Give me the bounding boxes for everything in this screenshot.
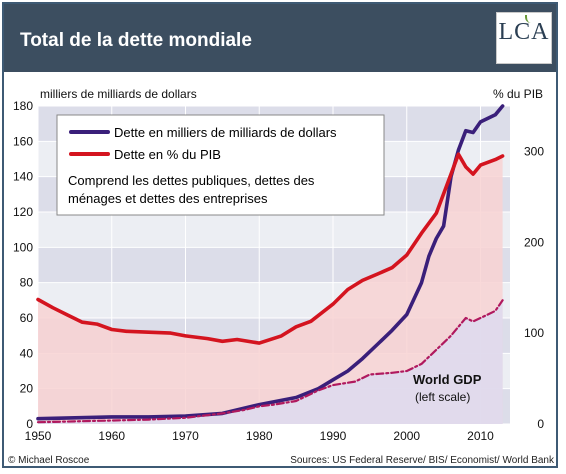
y-left-tick-label: 100 [13, 240, 33, 254]
series-line-dette-en-milliers-de-milliards-de-dollars [36, 104, 505, 421]
legend-label: Dette en milliers de milliards de dollar… [114, 125, 337, 140]
x-tick-label: 1960 [98, 429, 125, 443]
y-right-tick-label: 0 [537, 417, 544, 431]
x-tick-label: 1970 [172, 429, 199, 443]
logo-text: LCA [498, 19, 550, 45]
legend-note: ménages et dettes des entreprises [68, 191, 268, 206]
annotation-left-scale: (left scale) [415, 390, 470, 404]
area-fill-dette-en-du-pib [38, 154, 503, 424]
legend-label: Dette en % du PIB [114, 147, 221, 162]
area-fill-world-gdp [38, 300, 503, 424]
y-left-tick-label: 80 [20, 276, 34, 290]
y-right-tick-label: 300 [524, 144, 544, 158]
y-left-tick-label: 60 [20, 311, 34, 325]
header-bar: Total de la dette mondiale LCA [4, 4, 556, 72]
y-right-tick-label: 100 [524, 326, 544, 340]
left-axis-label: milliers de milliards de dollars [40, 87, 197, 101]
series-line-world-gdp [36, 299, 504, 424]
y-left-tick-label: 0 [26, 417, 33, 431]
y-left-tick-label: 180 [13, 99, 33, 113]
x-tick-label: 2000 [393, 429, 420, 443]
x-tick-label: 2010 [467, 429, 494, 443]
annotation-world-gdp: World GDP [413, 372, 482, 387]
y-right-tick-label: 200 [524, 235, 544, 249]
series-line-dette-en-du-pib [36, 152, 505, 345]
x-tick-label: 1950 [25, 429, 52, 443]
legend-box [56, 114, 385, 216]
y-left-tick-label: 140 [13, 170, 33, 184]
y-left-tick-label: 40 [20, 346, 34, 360]
page-title: Total de la dette mondiale [20, 30, 252, 51]
x-tick-label: 1980 [246, 429, 273, 443]
lca-logo: LCA [496, 12, 552, 64]
right-axis-label: % du PIB [493, 87, 543, 101]
y-left-tick-label: 20 [20, 382, 34, 396]
sources-text: Sources: US Federal Reserve/ BIS/ Econom… [290, 455, 555, 466]
copyright-text: © Michael Roscoe [8, 455, 90, 466]
y-left-tick-label: 160 [13, 134, 33, 148]
legend: Dette en milliers de milliards de dollar… [56, 114, 385, 216]
sprig-icon [525, 15, 533, 23]
legend-note: Comprend les dettes publiques, dettes de… [68, 173, 315, 188]
y-left-tick-label: 120 [13, 205, 33, 219]
x-tick-label: 1990 [320, 429, 347, 443]
